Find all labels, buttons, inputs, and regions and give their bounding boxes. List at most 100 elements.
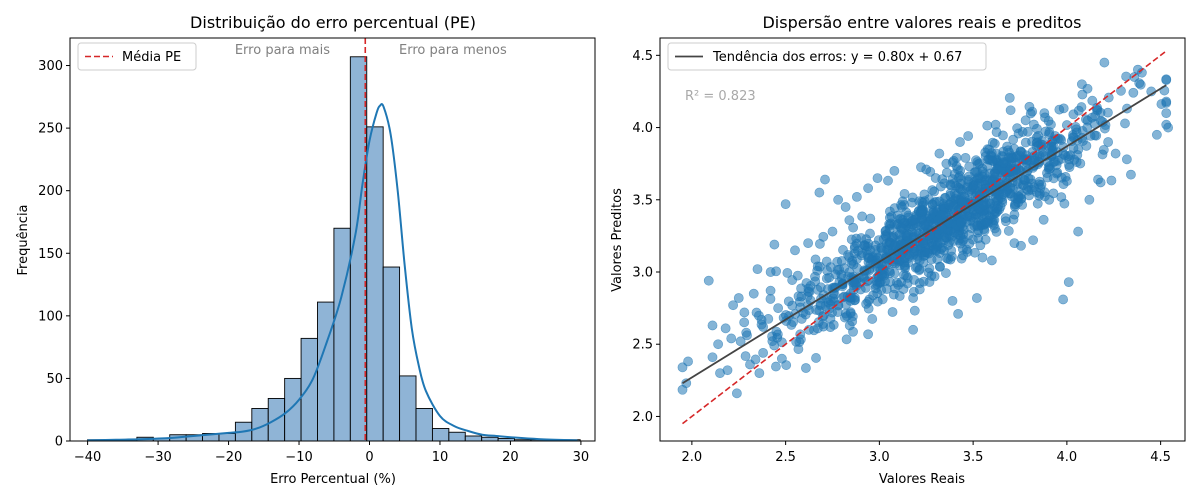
scatter-point	[896, 202, 907, 212]
scatter-point	[783, 296, 794, 307]
scatter-point	[914, 284, 925, 295]
scatter-point	[977, 163, 988, 174]
left-plot-area	[87, 38, 581, 442]
x-tick-label: −30	[144, 450, 171, 465]
scatter-point	[873, 235, 884, 246]
scatter-point	[887, 307, 898, 317]
scatter-point	[1012, 151, 1023, 161]
scatter-point	[1103, 137, 1114, 147]
scatter-point	[1020, 115, 1031, 126]
scatter-point	[889, 283, 900, 294]
x-tick-label: −10	[285, 450, 312, 465]
scatter-point	[754, 310, 764, 321]
scatter-point	[1087, 95, 1098, 106]
scatter-point	[707, 352, 718, 363]
scatter-point	[1009, 238, 1020, 249]
left-legend: Média PE	[77, 42, 197, 71]
scatter-point	[986, 255, 997, 266]
scatter-point	[1000, 213, 1011, 224]
scatter-points	[677, 57, 1174, 399]
scatter-point	[934, 148, 945, 159]
scatter-point	[851, 191, 862, 202]
scatter-point	[1099, 57, 1110, 68]
scatter-point	[1007, 166, 1018, 177]
histogram-bars	[87, 56, 581, 442]
scatter-point	[1076, 79, 1087, 90]
scatter-point	[1151, 129, 1162, 140]
scatter-point	[971, 155, 981, 166]
scatter-point	[722, 365, 733, 376]
scatter-point	[980, 147, 991, 158]
scatter-point	[681, 378, 692, 389]
scatter-point	[888, 231, 899, 242]
scatter-point	[964, 161, 975, 172]
scatter-point	[889, 268, 900, 279]
annotation-underestimate: Erro para menos	[399, 43, 507, 58]
y-tick-label: 4.0	[632, 121, 653, 136]
scatter-point	[1031, 132, 1042, 143]
scatter-point	[818, 231, 829, 242]
scatter-point	[982, 217, 993, 228]
right-y-ticks: 2.0 2.5 3.0 3.5 4.0 4.5	[632, 49, 660, 425]
right-plot-frame	[659, 37, 1186, 442]
histogram-bar	[300, 337, 318, 442]
scatter-point	[1120, 118, 1130, 129]
scatter-point	[1043, 116, 1054, 126]
left-y-ticks: 0 50 100 150 200 250 300	[38, 59, 70, 450]
scatter-point	[752, 264, 763, 275]
scatter-point	[863, 329, 874, 340]
histogram-bar	[464, 435, 483, 442]
scatter-point	[1044, 161, 1055, 171]
scatter-point	[1136, 67, 1147, 78]
scatter-point	[888, 258, 898, 269]
x-tick-label: −40	[74, 450, 101, 465]
identity-line	[682, 50, 1167, 425]
scatter-point	[773, 303, 784, 314]
left-chart-title: Distribuição do erro percentual (PE)	[190, 13, 476, 32]
scatter-point	[848, 326, 858, 337]
y-tick-label: 300	[38, 59, 63, 74]
scatter-point	[754, 368, 765, 379]
scatter-point	[978, 200, 989, 210]
scatter-point	[677, 362, 688, 373]
scatter-point	[907, 215, 918, 225]
scatter-point	[861, 298, 872, 309]
scatter-point	[1059, 198, 1070, 209]
scatter-point	[1161, 119, 1172, 130]
scatter-point	[909, 305, 920, 316]
y-tick-label: 4.5	[632, 49, 653, 64]
scatter-point	[975, 240, 986, 251]
scatter-point	[939, 232, 950, 243]
scatter-point	[1071, 157, 1082, 167]
scatter-point	[956, 253, 967, 264]
scatter-point	[765, 267, 776, 277]
scatter-point	[1028, 235, 1039, 246]
kde-curve	[87, 103, 578, 442]
right-legend-label: Tendência dos erros: y = 0.80x + 0.67	[712, 50, 962, 65]
right-legend: Tendência dos erros: y = 0.80x + 0.67	[667, 42, 987, 71]
histogram-bar	[399, 375, 417, 442]
scatter-point	[921, 164, 932, 175]
scatter-point	[1034, 151, 1045, 161]
scatter-point	[918, 206, 928, 216]
scatter-point	[735, 336, 746, 347]
scatter-point	[810, 271, 820, 282]
histogram-bar	[448, 431, 466, 442]
scatter-point	[1110, 148, 1121, 159]
scatter-point	[769, 239, 780, 250]
scatter-point	[1061, 120, 1072, 130]
scatter-point	[885, 276, 895, 287]
scatter-point	[824, 303, 835, 314]
scatter-point	[827, 226, 838, 237]
scatter-point	[728, 300, 739, 311]
scatter-point	[703, 275, 714, 286]
scatter-point	[992, 203, 1002, 214]
scatter-point	[1077, 89, 1088, 100]
x-tick-label: 4.0	[1057, 450, 1078, 465]
right-legend-box	[667, 42, 987, 71]
scatter-point	[880, 230, 891, 241]
y-tick-label: 2.5	[632, 338, 653, 353]
histogram-bar	[431, 428, 450, 442]
x-tick-label: 3.5	[963, 450, 984, 465]
scatter-point	[998, 158, 1009, 168]
